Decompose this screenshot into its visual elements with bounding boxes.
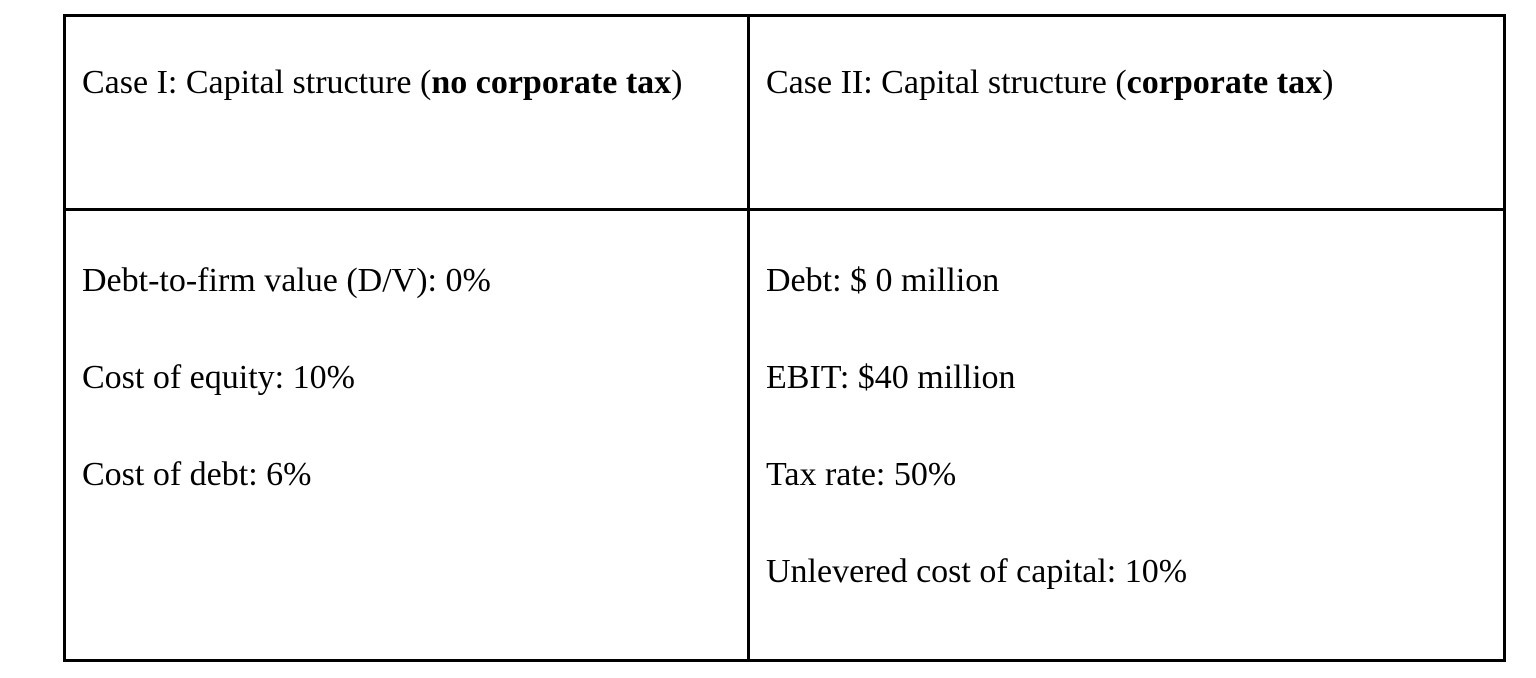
case2-header-suffix: ) <box>1322 64 1334 101</box>
case2-item-tax-rate: Tax rate: 50% <box>766 456 957 493</box>
case1-body-cell: Debt-to-firm value (D/V): 0% Cost of equ… <box>66 211 750 659</box>
case1-header-bold: no corporate tax <box>431 64 672 101</box>
capital-structure-comparison-table: Case I: Capital structure (no corporate … <box>63 14 1506 662</box>
case1-header-prefix: Case I: Capital structure ( <box>82 64 432 101</box>
case1-item-debt-to-firm-value: Debt-to-firm value (D/V): 0% <box>82 262 491 299</box>
case1-item-cost-of-equity: Cost of equity: 10% <box>82 359 355 396</box>
case1-item-cost-of-debt: Cost of debt: 6% <box>82 456 312 493</box>
case1-header-cell: Case I: Capital structure (no corporate … <box>66 17 750 211</box>
case2-header-prefix: Case II: Capital structure ( <box>766 64 1127 101</box>
case1-header-text: Case I: Capital structure (no corporate … <box>82 59 729 107</box>
case2-header-cell: Case II: Capital structure (corporate ta… <box>750 17 1503 211</box>
case2-body-cell: Debt: $ 0 million EBIT: $40 million Tax … <box>750 211 1503 659</box>
case2-header-bold: corporate tax <box>1126 64 1323 101</box>
case2-item-unlevered-cost-of-capital: Unlevered cost of capital: 10% <box>766 553 1188 590</box>
case2-item-ebit: EBIT: $40 million <box>766 359 1016 396</box>
case1-header-suffix: ) <box>671 64 683 101</box>
case2-header-text: Case II: Capital structure (corporate ta… <box>766 59 1485 107</box>
case2-item-debt: Debt: $ 0 million <box>766 262 1000 299</box>
